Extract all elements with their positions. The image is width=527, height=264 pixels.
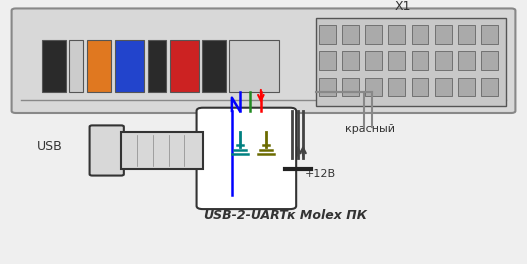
Text: *: * xyxy=(257,121,265,135)
Bar xyxy=(388,51,405,70)
Bar xyxy=(342,25,359,44)
Bar xyxy=(435,51,452,70)
Bar xyxy=(316,18,506,106)
Bar xyxy=(481,25,498,44)
Bar xyxy=(42,40,66,92)
FancyBboxPatch shape xyxy=(90,125,124,176)
Text: +12В: +12В xyxy=(305,169,336,179)
Bar xyxy=(115,40,144,92)
Bar xyxy=(388,78,405,96)
Bar xyxy=(458,51,475,70)
Bar xyxy=(412,25,428,44)
Text: USB: USB xyxy=(37,140,63,153)
Text: красный: красный xyxy=(345,124,395,134)
Bar xyxy=(148,40,166,92)
FancyBboxPatch shape xyxy=(197,108,296,209)
Bar xyxy=(481,51,498,70)
Bar xyxy=(435,78,452,96)
Bar xyxy=(365,25,382,44)
Bar xyxy=(481,78,498,96)
Bar xyxy=(388,25,405,44)
Text: RX: RX xyxy=(211,177,229,190)
Bar xyxy=(121,132,203,169)
Bar xyxy=(69,40,83,92)
Bar xyxy=(319,25,336,44)
Bar xyxy=(365,51,382,70)
Bar xyxy=(319,51,336,70)
Bar xyxy=(319,78,336,96)
Bar xyxy=(365,78,382,96)
Bar xyxy=(435,25,452,44)
Bar xyxy=(458,78,475,96)
Bar xyxy=(458,25,475,44)
Bar xyxy=(229,40,279,92)
Bar xyxy=(87,40,111,92)
Bar xyxy=(412,51,428,70)
FancyBboxPatch shape xyxy=(12,8,515,113)
Text: X1: X1 xyxy=(395,0,412,13)
Text: TX: TX xyxy=(240,176,262,191)
Bar xyxy=(170,40,199,92)
Bar xyxy=(412,78,428,96)
Text: к Molex ПК: к Molex ПК xyxy=(287,209,367,222)
Bar xyxy=(202,40,226,92)
Text: USB-2-UART: USB-2-UART xyxy=(203,209,288,222)
Bar xyxy=(342,78,359,96)
Bar xyxy=(342,51,359,70)
